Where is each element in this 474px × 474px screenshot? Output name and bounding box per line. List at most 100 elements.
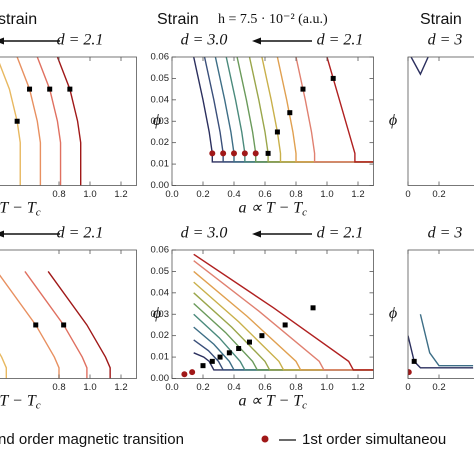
annotation: d = 2.1 (57, 32, 104, 49)
y-tick-label: 0.00 (151, 373, 170, 384)
square-marker (209, 358, 215, 364)
y-tick-label: 0.03 (151, 309, 170, 320)
x-tick-label: 0.6 (258, 189, 271, 200)
x-tick-label: 1.0 (83, 382, 96, 393)
curve (419, 314, 474, 367)
x-axis-label: T − Tc (0, 199, 41, 218)
x-axis-label-main: a ∝ T − T (238, 392, 303, 409)
x-axis-label: a ∝ T − Tc (238, 392, 307, 411)
dot-marker (181, 371, 188, 378)
square-marker (310, 305, 316, 311)
square-marker (61, 322, 67, 328)
x-axis-label: T − Tc (0, 392, 41, 411)
x-tick-label: 1.0 (320, 382, 333, 393)
x-tick-label: 0.0 (165, 189, 178, 200)
y-tick-label: 0.05 (151, 73, 170, 84)
square-marker (330, 75, 336, 81)
curve (326, 57, 374, 163)
curve (36, 57, 62, 186)
annotation: d = 3.0 (181, 225, 228, 242)
x-tick-label: 0.8 (52, 189, 65, 200)
y-axis-label: ϕ (153, 112, 161, 129)
curve (193, 57, 374, 163)
plot-area (181, 253, 374, 378)
square-marker (226, 350, 232, 356)
annotation: d = 3 (428, 225, 463, 242)
curve (47, 271, 111, 379)
plot-area (410, 57, 429, 76)
y-tick-label: 0.01 (151, 159, 170, 170)
x-axis-label: a ∝ T − Tc (238, 199, 307, 218)
x-tick-label: 0.2 (432, 189, 445, 200)
plot-area (0, 57, 82, 186)
dot-marker (252, 150, 259, 157)
plot-area (0, 271, 111, 379)
x-tick-label: 0.6 (258, 382, 271, 393)
square-marker (14, 118, 20, 124)
legend-text: nd order magnetic transition (0, 431, 184, 448)
x-tick-label: 0 (405, 382, 410, 393)
arrow-head (0, 37, 4, 45)
y-tick-label: 0.02 (151, 137, 170, 148)
curve (408, 335, 474, 369)
x-tick-label: 0.2 (196, 189, 209, 200)
square-marker (67, 86, 73, 92)
curve (276, 57, 374, 163)
square-marker (27, 86, 33, 92)
x-axis-label-sub: c (302, 399, 307, 411)
curve (193, 260, 374, 371)
frame (171, 249, 374, 379)
arrow-head (252, 37, 261, 45)
square-marker (265, 150, 271, 156)
x-tick-label: 0.8 (289, 382, 302, 393)
plot-area (408, 314, 474, 376)
y-tick-label: 0.04 (151, 94, 170, 105)
square-marker (47, 86, 53, 92)
dot-marker (209, 150, 216, 157)
panel-title: strain (0, 11, 37, 28)
square-marker (33, 322, 39, 328)
y-axis-label: ϕ (389, 305, 397, 322)
curve (0, 274, 60, 379)
curve (0, 352, 7, 379)
y-tick-label: 0.00 (151, 180, 170, 191)
x-tick-label: 1.2 (351, 382, 364, 393)
y-tick-label: 0.06 (151, 52, 170, 63)
frame (407, 249, 474, 379)
curve (24, 271, 88, 379)
x-tick-label: 1.2 (114, 189, 127, 200)
curve (295, 57, 374, 163)
square-marker (217, 354, 223, 360)
frame (171, 56, 374, 186)
y-tick-label: 0.02 (151, 330, 170, 341)
y-tick-label: 0.05 (151, 266, 170, 277)
x-axis-label-main: T − T (0, 199, 37, 216)
dot-marker (231, 150, 237, 157)
x-tick-label: 0.2 (196, 382, 209, 393)
x-tick-label: 0.0 (165, 382, 178, 393)
x-axis-label-main: T − T (0, 392, 37, 409)
curve (410, 57, 429, 76)
panel-subtitle: h = 7.5 · 10⁻² (a.u.) (218, 12, 328, 27)
x-tick-label: 1.2 (351, 189, 364, 200)
y-tick-label: 0.04 (151, 287, 170, 298)
square-marker (287, 110, 293, 116)
y-axis-label: ϕ (389, 112, 397, 129)
panel-title: Strain (420, 11, 462, 28)
panel-title: Strain (157, 11, 199, 28)
y-tick-label: 0.06 (151, 245, 170, 256)
frame (0, 249, 137, 379)
annotation: d = 2.1 (317, 225, 364, 242)
frame (0, 56, 137, 186)
square-marker (236, 346, 242, 352)
legend-text: 1st order simultaneou (302, 431, 446, 448)
y-tick-label: 0.01 (151, 352, 170, 363)
frame (407, 56, 474, 186)
arrow-head (252, 230, 261, 238)
square-marker (247, 339, 252, 345)
x-tick-label: 1.0 (320, 189, 333, 200)
annotation: d = 3.0 (181, 32, 228, 49)
curve (193, 253, 374, 371)
square-marker (200, 363, 206, 369)
